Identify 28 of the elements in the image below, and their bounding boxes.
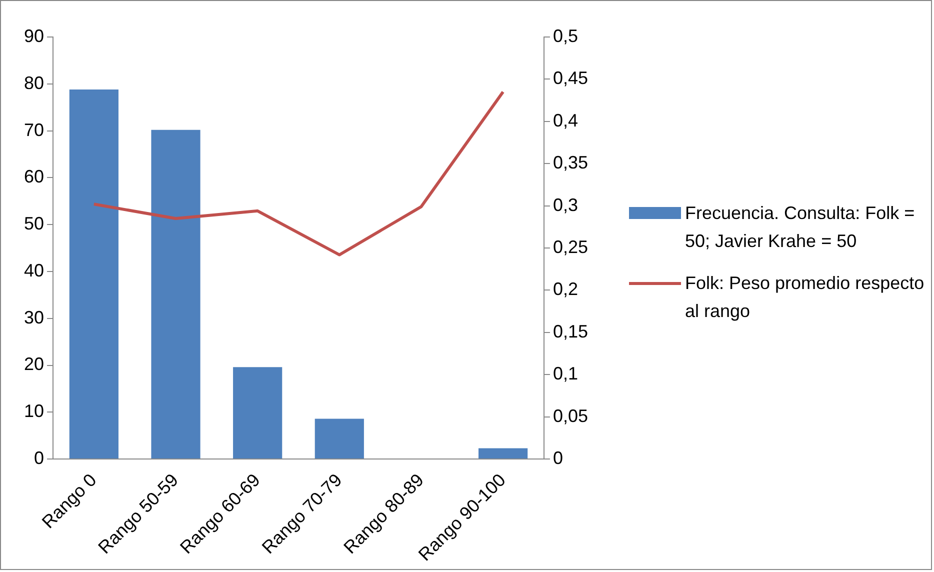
legend-label: Folk: Peso promedio respecto al rango — [685, 272, 926, 323]
y-tick-label: 20 — [24, 354, 44, 374]
y-tick-label: 40 — [24, 260, 44, 280]
bar — [478, 448, 528, 459]
y-tick-label: 80 — [24, 72, 44, 93]
y2-tick-label: 0,4 — [552, 110, 578, 130]
y-tick-label: 30 — [24, 307, 44, 328]
bar — [233, 367, 282, 459]
y-tick-label: 90 — [24, 26, 44, 46]
legend-label: Frecuencia. Consulta: Folk = 50; Javier Krahe = 50 — [685, 202, 916, 253]
y2-tick-label: 0,3 — [552, 194, 578, 215]
y2-tick-label: 0,05 — [552, 406, 588, 426]
y-tick-label: 60 — [24, 166, 44, 187]
y-tick-label: 0 — [34, 448, 44, 468]
y2-tick-label: 0,45 — [552, 68, 588, 88]
y2-tick-label: 0 — [552, 448, 563, 468]
y2-tick-label: 0,35 — [552, 152, 588, 173]
y2-tick-label: 0,15 — [552, 321, 588, 342]
bar — [314, 418, 364, 459]
y-tick-label: 70 — [24, 120, 44, 140]
y2-tick-label: 0,5 — [552, 26, 578, 46]
bar — [69, 90, 118, 459]
y-tick-label: 10 — [24, 401, 44, 422]
bar — [151, 130, 200, 459]
y2-tick-label: 0,2 — [552, 279, 578, 300]
y2-tick-label: 0,25 — [552, 236, 588, 257]
y-tick-label: 50 — [24, 214, 44, 234]
y2-tick-label: 0,1 — [552, 364, 578, 384]
